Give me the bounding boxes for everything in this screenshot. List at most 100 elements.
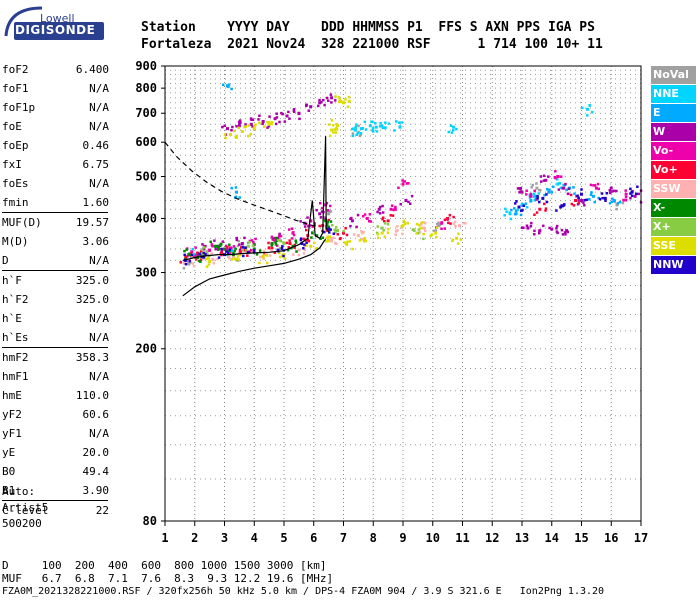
echo-point-w [323,103,326,107]
echo-point-sse [206,256,210,260]
x-tick-label: 10 [426,531,440,545]
legend-item-x: X+ [651,218,696,236]
echo-point-vo [448,213,452,217]
echo-point-w [325,96,329,100]
echo-point-nne [516,208,519,212]
echo-point-w [537,231,541,235]
echo-point-vo [328,204,332,208]
echo-point-sse [347,100,351,103]
echo-point-w [275,112,278,115]
echo-point-nnw [603,196,607,200]
echo-point-x [200,252,203,255]
echo-point-x [274,243,278,246]
echo-point-vo [535,211,539,214]
echo-point-sse [331,124,335,127]
echo-point-vo [211,245,214,248]
echo-point-vo [443,227,446,230]
echo-point-nnw [226,251,230,255]
echo-point-ssw [262,250,266,253]
echo-point-e [227,83,231,86]
echo-point-ssw [423,221,427,225]
echo-point-e [597,196,600,200]
echo-point-e [588,197,591,201]
echo-point-sse [270,122,274,126]
echo-point-w [538,230,541,233]
echo-point-sse [234,135,237,139]
echo-point-vo [226,246,229,249]
echo-point-w [519,188,522,191]
legend-item-noval: NoVal [651,66,696,84]
echo-point-e [238,196,241,199]
echo-point-sse [376,236,380,240]
echo-point-sse [334,131,338,134]
echo-point-w [214,247,217,251]
echo-point-w [555,230,559,233]
echo-point-w [327,99,330,103]
echo-point-nnw [545,200,549,204]
echo-point-x [282,241,285,244]
echo-point-ssw [360,231,364,235]
echo-point-sse [267,122,271,126]
echo-point-vo [529,192,533,196]
echo-point-nne [375,130,379,133]
echo-point-w [202,247,206,251]
echo-point-vo [440,221,444,224]
echo-point-x [310,236,313,239]
echo-point-nne [562,183,565,187]
echo-point-vo [391,214,395,217]
echo-point-w [283,120,287,123]
echo-point-ssw [228,257,231,260]
echo-point-nnw [513,202,517,205]
echo-point-w [629,196,632,200]
echo-point-vo [589,183,593,187]
echo-point-sse [346,105,350,108]
echo-point-e [618,200,622,204]
param-value: 325.0 [75,293,109,306]
echo-point-sse [345,243,349,247]
echo-point-sse [376,233,380,236]
echo-point-x [245,248,248,251]
echo-point-ssw [297,248,301,252]
echo-point-vo [239,246,243,249]
echo-point-w [251,118,255,121]
echo-point-nnw [241,254,245,258]
param-label: h`F2 [2,293,29,306]
x-tick-label: 9 [399,531,406,545]
echo-point-nne [355,123,358,126]
echo-point-noval [621,201,625,205]
echo-point-vo [302,237,305,241]
echo-point-vo [287,228,291,231]
echo-point-ssw [360,237,364,241]
echo-point-nnw [583,198,586,202]
echo-point-w [288,117,291,120]
echo-point-nnw [225,250,228,253]
echo-point-sse [205,265,209,268]
echo-point-nne [559,186,563,190]
echo-point-ssw [418,231,422,234]
echo-point-noval [615,207,618,211]
echo-point-vo [254,237,257,241]
echo-point-e [513,207,516,210]
echo-point-w [560,228,564,232]
echo-point-x [334,231,337,234]
echo-point-x [248,240,251,244]
echo-point-x [252,247,256,251]
echo-point-vo [230,247,233,250]
x-tick-label: 2 [191,531,198,545]
echo-point-e [547,190,551,194]
echo-point-nne [581,106,584,110]
echo-point-w [529,224,533,228]
echo-point-ssw [210,252,214,255]
param-value: N/A [89,120,109,133]
echo-point-ssw [458,224,462,228]
param-label: B0 [2,465,16,478]
echo-point-vo [288,239,291,242]
echo-point-sse [451,239,454,243]
echo-point-sse [402,219,406,223]
param-row: foEs N/A [0,174,112,193]
echo-point-vo [246,254,249,257]
y-tick-label: 800 [135,81,157,95]
echo-point-vo [386,219,390,223]
echo-point-nnw [630,194,634,198]
echo-point-w [318,212,322,216]
